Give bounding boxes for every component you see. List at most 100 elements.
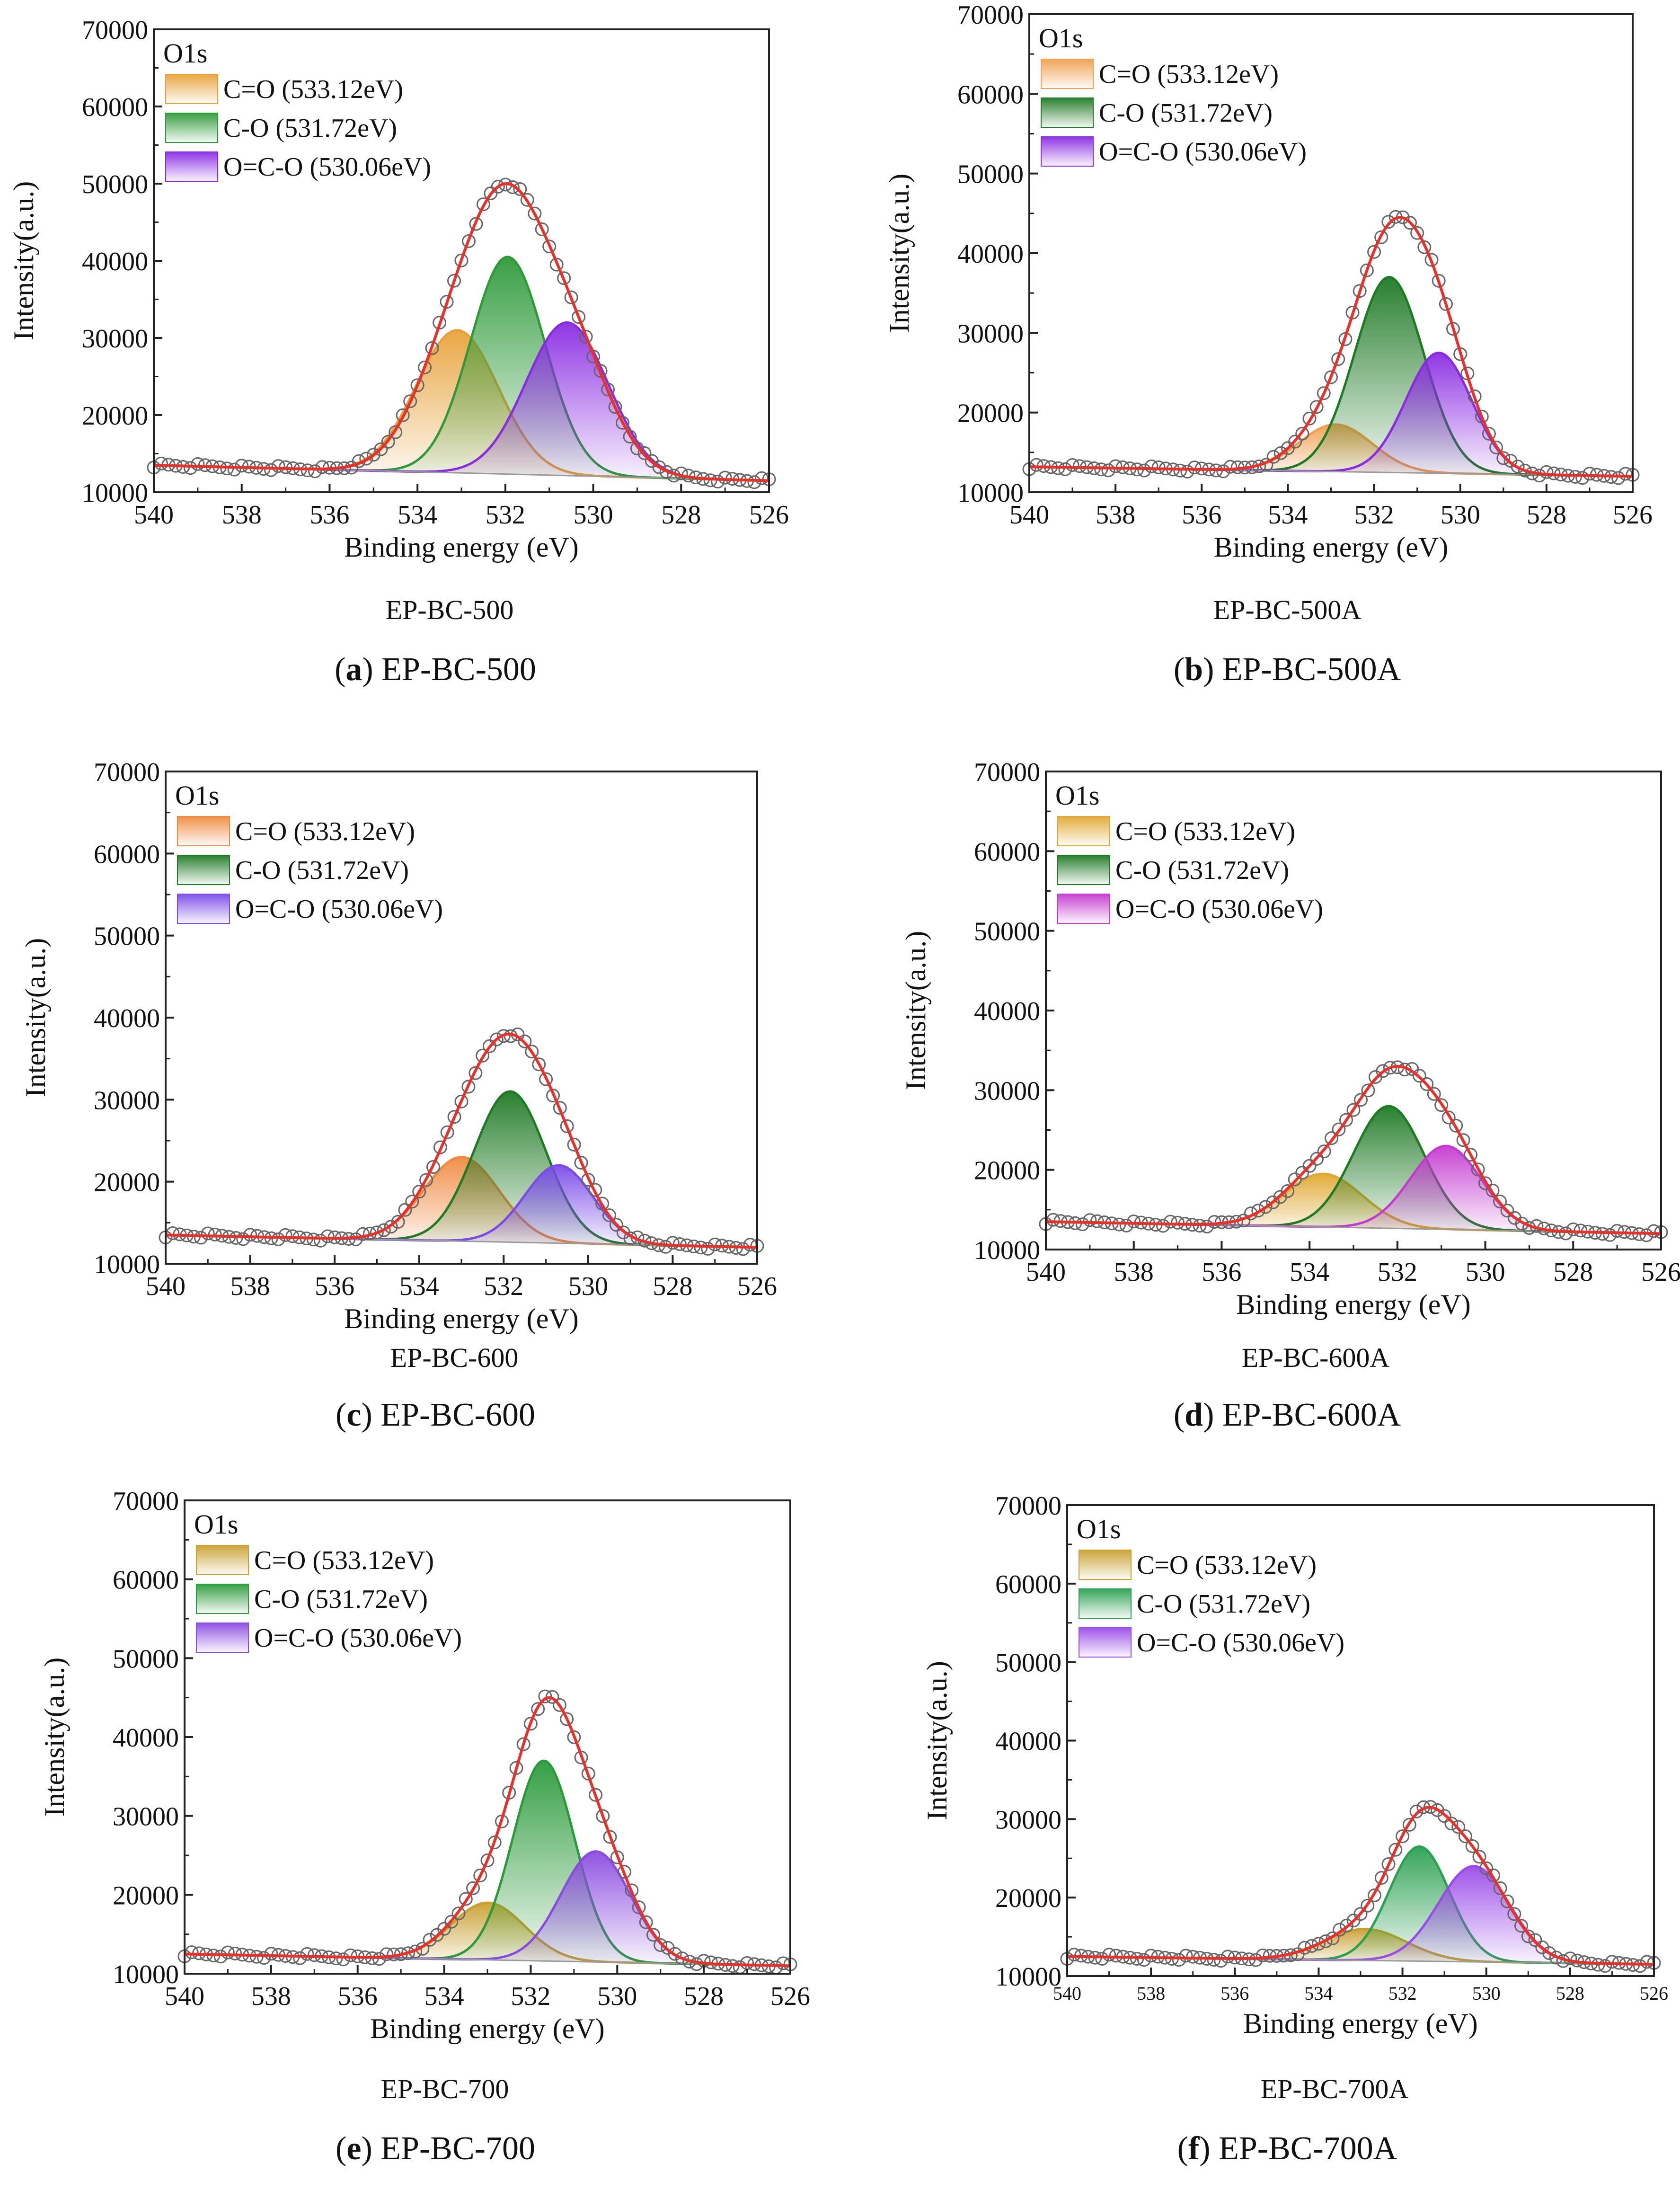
caption-text: EP-BC-500 — [373, 651, 536, 688]
raw-data-point — [1417, 240, 1432, 254]
x-tick-label: 528 — [684, 1982, 724, 2011]
chart-panel-f: 540 538 536 534 532 530 528 526 10000 20000 30000 4… — [899, 1486, 1680, 2073]
raw-data-point — [747, 475, 761, 489]
x-tick-label: 530 — [568, 1272, 608, 1301]
raw-data-point — [466, 1881, 480, 1895]
raw-data-point — [701, 1241, 715, 1256]
y-tick-label: 20000 — [82, 401, 148, 431]
raw-data-point — [1187, 461, 1202, 475]
legend-label: C=O (533.12eV) — [1099, 60, 1279, 89]
component-fill-c-o — [166, 1091, 757, 1248]
raw-data-point — [1402, 1818, 1416, 1832]
raw-data-point — [513, 182, 527, 196]
caption-text: EP-BC-500A — [1214, 651, 1401, 688]
raw-data-point — [1317, 1144, 1331, 1159]
legend-label: C-O (531.72eV) — [235, 856, 409, 885]
x-tick-label: 536 — [1182, 500, 1221, 530]
legend-swatch — [1041, 98, 1094, 128]
raw-data-point — [581, 1766, 595, 1781]
raw-data-point — [412, 1185, 426, 1199]
y-tick-label: 70000 — [113, 1487, 179, 1516]
raw-data-point — [1633, 1959, 1647, 1973]
raw-data-point — [652, 460, 666, 474]
raw-data-point — [1444, 1817, 1459, 1831]
raw-data-point — [1434, 1098, 1449, 1112]
legend-label: O=C-O (530.06eV) — [1137, 1628, 1344, 1658]
raw-data-point — [525, 1045, 539, 1059]
raw-data-point — [381, 434, 395, 449]
y-tick-label: 40000 — [113, 1723, 179, 1753]
y-tick-label: 70000 — [974, 758, 1040, 787]
raw-data-point — [1514, 1919, 1528, 1933]
envelope-fit-line — [165, 1032, 757, 1249]
legend-swatch — [196, 1623, 249, 1653]
x-tick-label: 534 — [398, 500, 437, 530]
raw-data-point — [1310, 1152, 1324, 1166]
raw-data-point — [372, 1952, 386, 1966]
raw-data-point — [603, 1830, 617, 1844]
raw-data-point — [1451, 1820, 1466, 1834]
raw-data-point — [336, 1952, 350, 1967]
raw-data-point — [1566, 1222, 1580, 1236]
y-tick-label: 70000 — [82, 16, 148, 45]
x-tick-label: 534 — [1304, 1983, 1333, 2004]
y-tick-label: 60000 — [995, 1570, 1061, 1599]
component-fill-oeqc-o — [1029, 353, 1633, 477]
y-axis-label: Intensity(a.u.) — [8, 181, 39, 341]
raw-data-point — [1353, 284, 1367, 298]
raw-data-point — [1458, 1829, 1472, 1844]
raw-data-point — [596, 1809, 610, 1823]
y-tick-label: 50000 — [974, 917, 1040, 947]
xps-chart-a: 540 538 536 534 532 530 528 526 10000 20000 30000 4… — [8, 16, 789, 563]
y-tick-label: 20000 — [94, 1168, 160, 1197]
x-tick-label: 536 — [1220, 1983, 1249, 2004]
raw-data-point — [560, 1119, 574, 1133]
raw-data-point — [447, 1110, 461, 1124]
raw-data-point — [154, 456, 168, 470]
envelope-fit-line — [1046, 1064, 1661, 1235]
chart-panel-a: 540 538 536 534 532 530 528 526 10000 20000 30000 4… — [0, 0, 805, 587]
raw-data-point — [1065, 458, 1079, 472]
raw-data-point — [496, 1029, 511, 1043]
raw-data-point — [1639, 1228, 1653, 1242]
raw-data-point — [1179, 1949, 1193, 1963]
raw-data-point — [1518, 463, 1532, 478]
legend-label: O=C-O (530.06eV) — [1115, 895, 1323, 924]
component-fill-oeqc-o — [154, 322, 769, 481]
raw-data-point — [630, 442, 644, 455]
raw-data-point — [1221, 1950, 1235, 1964]
raw-data-point — [1449, 1118, 1463, 1133]
raw-data-point — [1432, 274, 1446, 288]
raw-data-point — [1305, 1939, 1319, 1953]
raw-data-point — [557, 271, 571, 285]
x-tick-label: 534 — [399, 1272, 439, 1301]
raw-data-point — [377, 1223, 391, 1237]
raw-data-point — [1207, 1215, 1221, 1229]
legend-swatch — [165, 74, 218, 104]
legend-label: C=O (533.12eV) — [254, 1546, 434, 1575]
x-axis-label: Binding energy (eV) — [1236, 1289, 1470, 1320]
raw-data-point — [1258, 1200, 1273, 1214]
raw-data-point — [1409, 1804, 1424, 1818]
y-tick-label: 10000 — [82, 479, 148, 508]
raw-data-point — [520, 193, 534, 207]
raw-data-point — [1311, 1937, 1326, 1951]
raw-data-point — [572, 310, 586, 324]
raw-data-point — [532, 1057, 546, 1072]
y-tick-label: 10000 — [94, 1250, 160, 1279]
raw-data-point — [235, 459, 249, 473]
raw-data-point — [194, 1231, 208, 1245]
raw-data-point — [1295, 1166, 1309, 1180]
y-axis-label: Intensity(a.u.) — [900, 931, 931, 1091]
sample-label-e: EP-BC-700 — [327, 2073, 563, 2105]
raw-data-point — [1361, 1898, 1375, 1913]
raw-data-point — [300, 1947, 314, 1961]
raw-data-point — [183, 461, 197, 475]
x-tick-label: 532 — [1388, 1983, 1417, 2004]
raw-data-point — [546, 1089, 560, 1103]
raw-data-point — [469, 1066, 483, 1080]
raw-data-point — [315, 460, 329, 474]
raw-data-point — [625, 1883, 639, 1897]
raw-data-point — [1489, 440, 1503, 454]
raw-data-point — [419, 1173, 433, 1187]
